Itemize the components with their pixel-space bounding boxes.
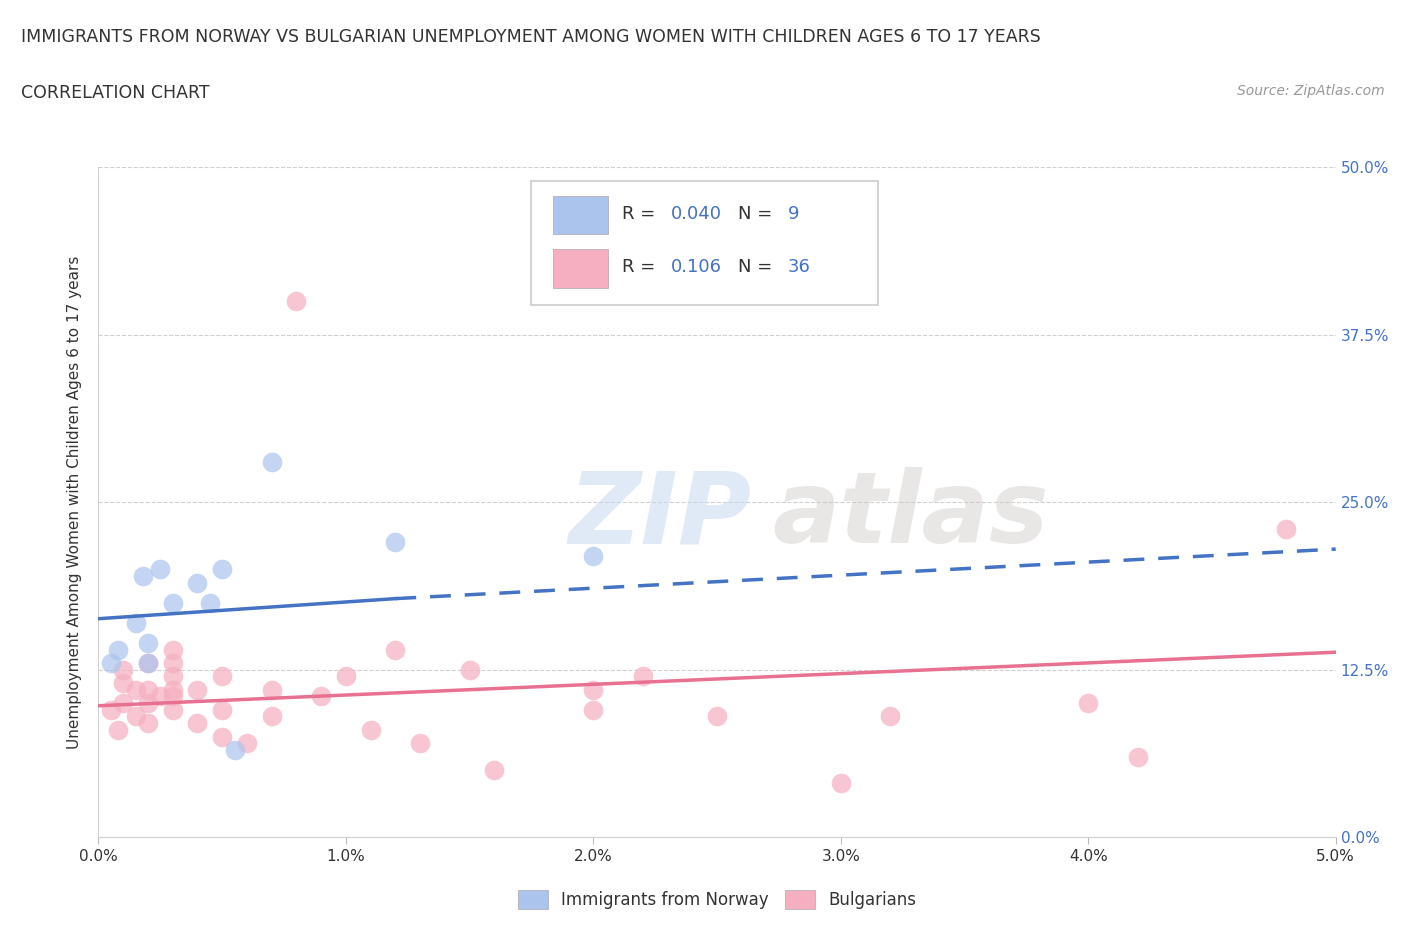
Point (582, 683, 605, 698)
FancyBboxPatch shape (553, 249, 609, 288)
Point (136, 716, 159, 731)
Point (136, 696, 159, 711)
Point (162, 689, 184, 704)
Point (132, 568, 155, 583)
Text: 0.040: 0.040 (671, 205, 723, 222)
Point (384, 535, 406, 550)
Text: Source: ZipAtlas.com: Source: ZipAtlas.com (1237, 84, 1385, 98)
Point (136, 635, 159, 650)
Text: 36: 36 (787, 259, 810, 276)
Point (136, 683, 159, 698)
Point (149, 562, 172, 577)
Point (236, 736, 259, 751)
Point (484, 763, 506, 777)
Point (112, 696, 135, 711)
Point (162, 702, 184, 717)
Text: R =: R = (621, 259, 661, 276)
FancyBboxPatch shape (531, 180, 877, 305)
Point (1077, 696, 1099, 711)
Text: 9: 9 (787, 205, 799, 222)
Text: R =: R = (621, 205, 661, 222)
Point (631, 669, 654, 684)
Point (162, 669, 184, 684)
Point (582, 549, 605, 564)
Y-axis label: Unemployment Among Women with Children Ages 6 to 17 years: Unemployment Among Women with Children A… (67, 256, 83, 749)
Text: N =: N = (738, 205, 778, 222)
Point (162, 656, 184, 671)
Point (830, 776, 852, 790)
Point (186, 716, 208, 731)
Point (309, 689, 332, 704)
Point (107, 723, 129, 737)
FancyBboxPatch shape (553, 195, 609, 234)
Point (112, 675, 135, 690)
Legend: Immigrants from Norway, Bulgarians: Immigrants from Norway, Bulgarians (510, 884, 924, 916)
Text: ZIP: ZIP (568, 467, 752, 565)
Point (1275, 522, 1298, 537)
Point (124, 616, 146, 631)
Point (384, 642, 406, 657)
Text: N =: N = (738, 259, 778, 276)
Point (107, 642, 129, 657)
Point (458, 662, 481, 677)
Point (186, 683, 208, 698)
Point (162, 595, 184, 610)
Text: atlas: atlas (773, 467, 1049, 565)
Point (162, 642, 184, 657)
Point (260, 455, 283, 470)
Point (124, 709, 146, 724)
Point (260, 709, 283, 724)
Point (124, 683, 146, 698)
Point (136, 656, 159, 671)
Point (360, 723, 382, 737)
Point (409, 736, 432, 751)
Point (335, 669, 357, 684)
Point (224, 742, 246, 757)
Point (706, 709, 728, 724)
Point (186, 575, 208, 590)
Point (211, 562, 233, 577)
Point (211, 669, 233, 684)
Point (100, 702, 122, 717)
Point (162, 683, 184, 698)
Point (211, 729, 233, 744)
Point (198, 595, 221, 610)
Point (879, 709, 901, 724)
Point (136, 656, 159, 671)
Point (582, 702, 605, 717)
Point (260, 683, 283, 698)
Point (211, 702, 233, 717)
Point (112, 662, 135, 677)
Point (100, 656, 122, 671)
Text: 0.106: 0.106 (671, 259, 723, 276)
Point (1126, 750, 1149, 764)
Text: IMMIGRANTS FROM NORWAY VS BULGARIAN UNEMPLOYMENT AMONG WOMEN WITH CHILDREN AGES : IMMIGRANTS FROM NORWAY VS BULGARIAN UNEM… (21, 28, 1040, 46)
Text: CORRELATION CHART: CORRELATION CHART (21, 84, 209, 101)
Point (149, 689, 172, 704)
Point (285, 294, 308, 309)
